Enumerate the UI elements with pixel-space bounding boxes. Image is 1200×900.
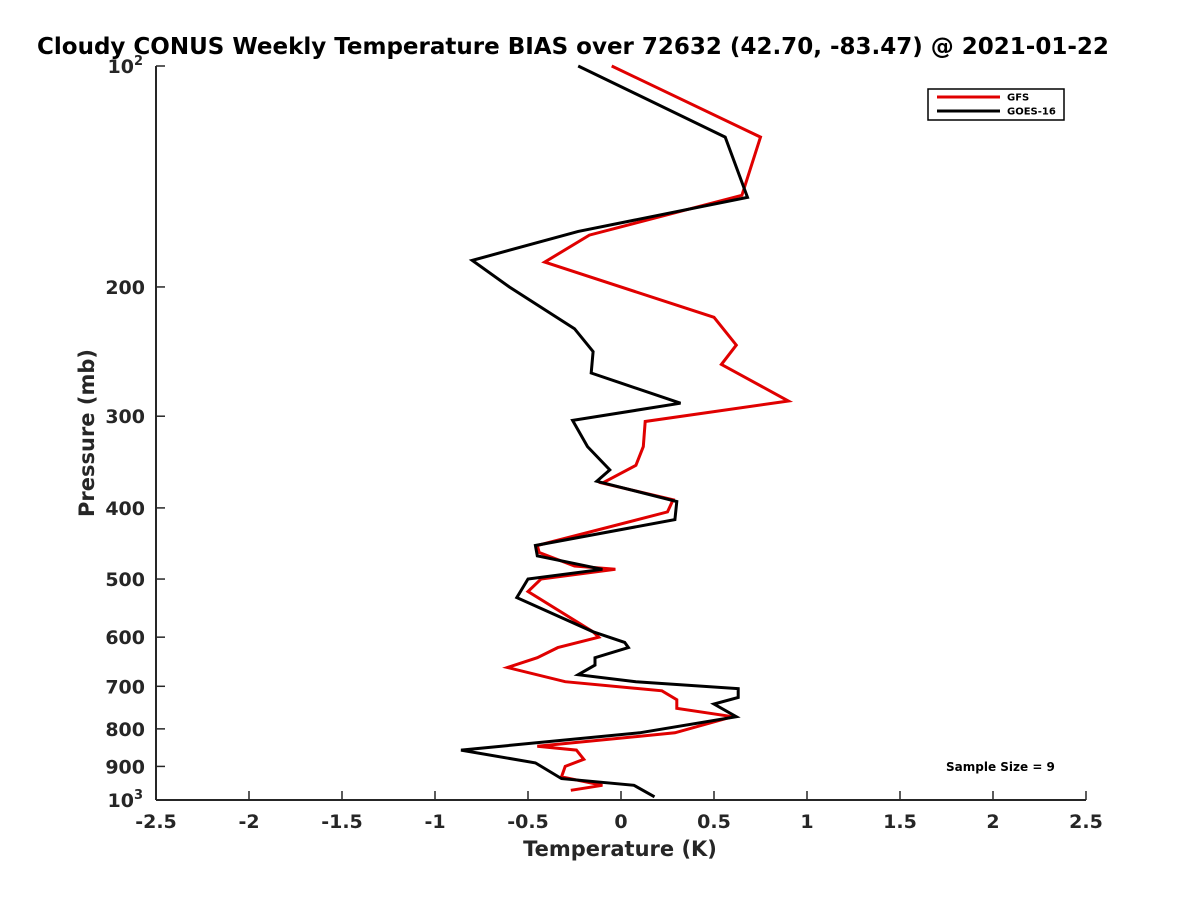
x-tick-label: -2.5 bbox=[135, 811, 177, 833]
legend-label-goes16: GOES-16 bbox=[1007, 107, 1056, 118]
y-tick-label: 300 bbox=[105, 406, 145, 428]
y-tick-label: 10 2 bbox=[108, 54, 144, 78]
y-tick-label-exponent: 3 bbox=[134, 788, 143, 803]
y-tick-label-base: 10 bbox=[108, 790, 134, 812]
x-tick-label: 0 bbox=[614, 811, 627, 833]
y-tick-label: 600 bbox=[105, 627, 145, 649]
y-tick-label: 10 3 bbox=[108, 788, 144, 812]
x-tick-label: 1.5 bbox=[883, 811, 917, 833]
y-tick-label: 500 bbox=[105, 569, 145, 591]
sample-size-annotation: Sample Size = 9 bbox=[946, 760, 1055, 774]
x-tick-label: -1 bbox=[424, 811, 445, 833]
x-tick-label: 2 bbox=[986, 811, 999, 833]
y-tick-label: 800 bbox=[105, 719, 145, 741]
chart-title: Cloudy CONUS Weekly Temperature BIAS ove… bbox=[37, 34, 1109, 60]
x-tick-label: 2.5 bbox=[1069, 811, 1103, 833]
x-tick-label: -1.5 bbox=[321, 811, 363, 833]
legend-label-gfs: GFS bbox=[1007, 93, 1029, 104]
y-axis-label: Pressure (mb) bbox=[75, 349, 99, 517]
x-tick-label: -2 bbox=[238, 811, 259, 833]
legend-box bbox=[927, 88, 1065, 121]
series-line-goes16 bbox=[460, 64, 750, 799]
x-tick-label: 1 bbox=[800, 811, 813, 833]
y-tick-label-exponent: 2 bbox=[134, 54, 143, 69]
x-axis-label: Temperature (K) bbox=[523, 837, 717, 861]
series-layer bbox=[460, 64, 794, 799]
axes-layer: -2.5 -2 -1.5 -1 -0.5 0 0.5 1 1.5 2 2.510 2200300400… bbox=[105, 54, 1103, 833]
y-tick-label-base: 10 bbox=[108, 56, 134, 78]
legend: GFS GOES-16 bbox=[927, 88, 1065, 121]
y-tick-label: 400 bbox=[105, 498, 145, 520]
y-tick-label: 200 bbox=[105, 277, 145, 299]
series-line-gfs bbox=[502, 64, 794, 792]
x-tick-label: -0.5 bbox=[507, 811, 549, 833]
y-tick-label: 700 bbox=[105, 676, 145, 698]
y-tick-label: 900 bbox=[105, 756, 145, 778]
x-tick-label: 0.5 bbox=[697, 811, 731, 833]
